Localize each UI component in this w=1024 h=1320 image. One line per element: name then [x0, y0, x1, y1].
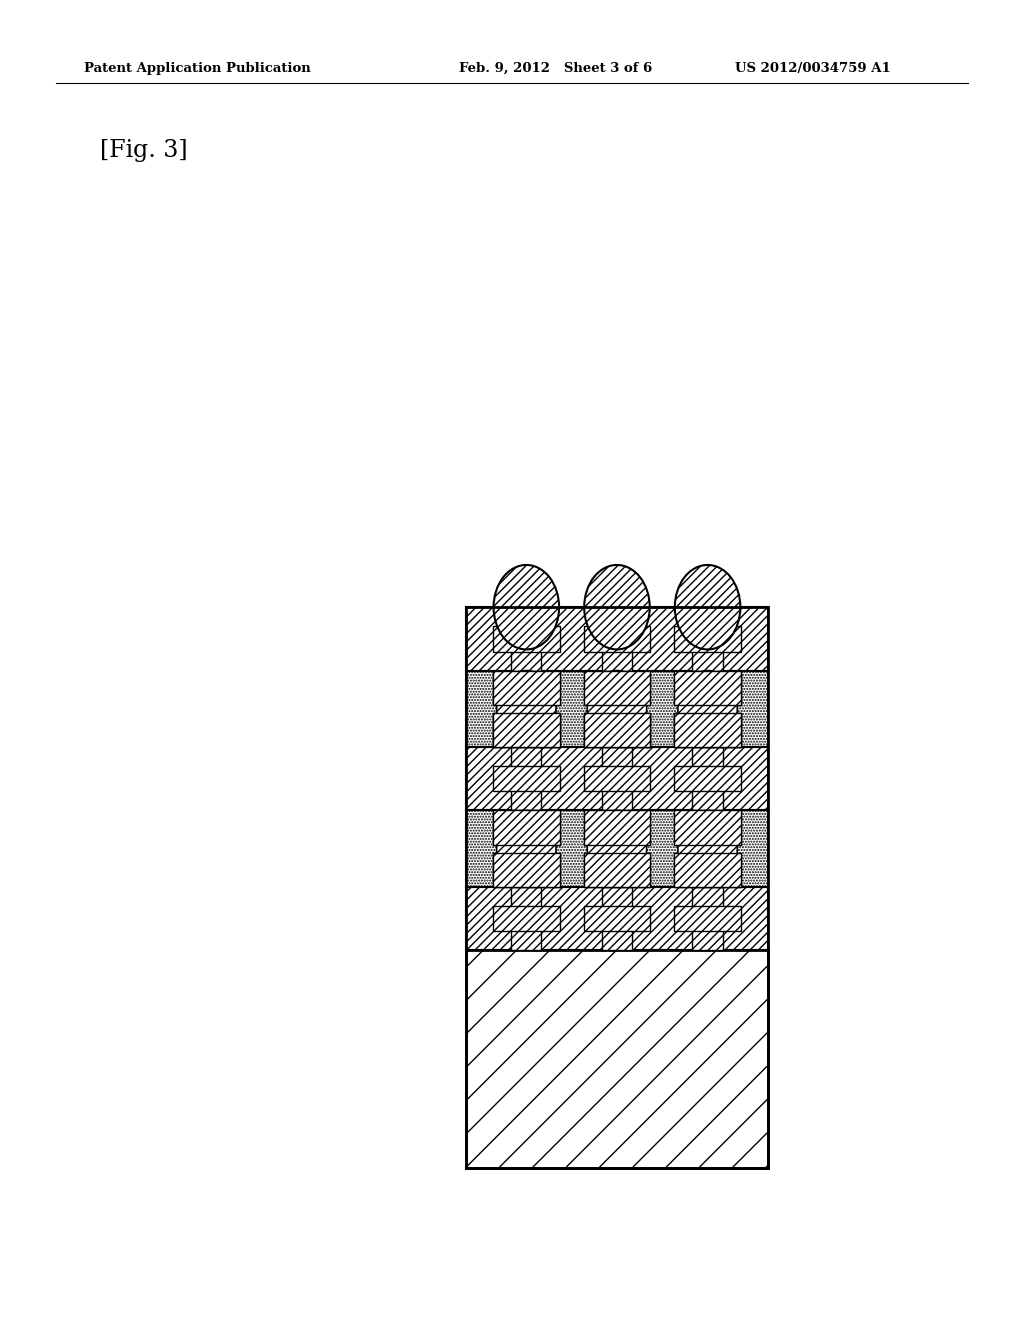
Bar	[675, 671, 740, 705]
Bar	[466, 607, 768, 1168]
Circle shape	[497, 671, 556, 747]
Bar	[602, 607, 632, 671]
Bar	[584, 810, 650, 845]
Bar	[494, 671, 559, 705]
Bar	[494, 626, 559, 652]
Circle shape	[588, 810, 647, 887]
Text: [Fig. 3]: [Fig. 3]	[100, 139, 188, 162]
Bar	[494, 810, 559, 845]
Circle shape	[494, 565, 559, 649]
Bar	[675, 906, 740, 932]
Text: Patent Application Publication: Patent Application Publication	[84, 62, 310, 75]
Bar	[584, 906, 650, 932]
Bar	[584, 671, 650, 705]
Bar	[584, 853, 650, 887]
Bar	[466, 747, 768, 810]
Bar	[675, 713, 740, 747]
Bar	[584, 626, 650, 652]
Bar	[584, 810, 650, 845]
Bar	[494, 906, 559, 932]
Bar	[466, 810, 768, 887]
Circle shape	[678, 810, 737, 887]
Bar	[466, 671, 768, 747]
Circle shape	[675, 565, 740, 649]
Circle shape	[497, 810, 556, 887]
Bar	[675, 766, 740, 792]
Bar	[584, 766, 650, 792]
Bar	[675, 853, 740, 887]
Bar	[511, 747, 542, 810]
Circle shape	[588, 671, 647, 747]
Bar	[466, 950, 768, 1168]
Bar	[584, 713, 650, 747]
Bar	[494, 766, 559, 792]
Bar	[675, 626, 740, 652]
Bar	[675, 810, 740, 845]
Bar	[602, 887, 632, 950]
Bar	[494, 713, 559, 747]
Bar	[494, 853, 559, 887]
Bar	[675, 853, 740, 887]
Bar	[692, 747, 723, 810]
Bar	[692, 887, 723, 950]
Text: US 2012/0034759 A1: US 2012/0034759 A1	[735, 62, 891, 75]
Bar	[584, 713, 650, 747]
Bar	[494, 671, 559, 705]
Bar	[511, 887, 542, 950]
Bar	[584, 671, 650, 705]
Bar	[511, 607, 542, 671]
Bar	[675, 713, 740, 747]
Bar	[466, 607, 768, 671]
Bar	[466, 887, 768, 950]
Bar	[692, 607, 723, 671]
Bar	[494, 713, 559, 747]
Bar	[494, 810, 559, 845]
Bar	[584, 853, 650, 887]
Bar	[584, 713, 650, 747]
Circle shape	[678, 671, 737, 747]
Circle shape	[584, 565, 650, 649]
Bar	[602, 747, 632, 810]
Bar	[675, 810, 740, 845]
Bar	[675, 671, 740, 705]
Bar	[494, 853, 559, 887]
Bar	[675, 713, 740, 747]
Bar	[494, 713, 559, 747]
Text: Feb. 9, 2012   Sheet 3 of 6: Feb. 9, 2012 Sheet 3 of 6	[459, 62, 652, 75]
